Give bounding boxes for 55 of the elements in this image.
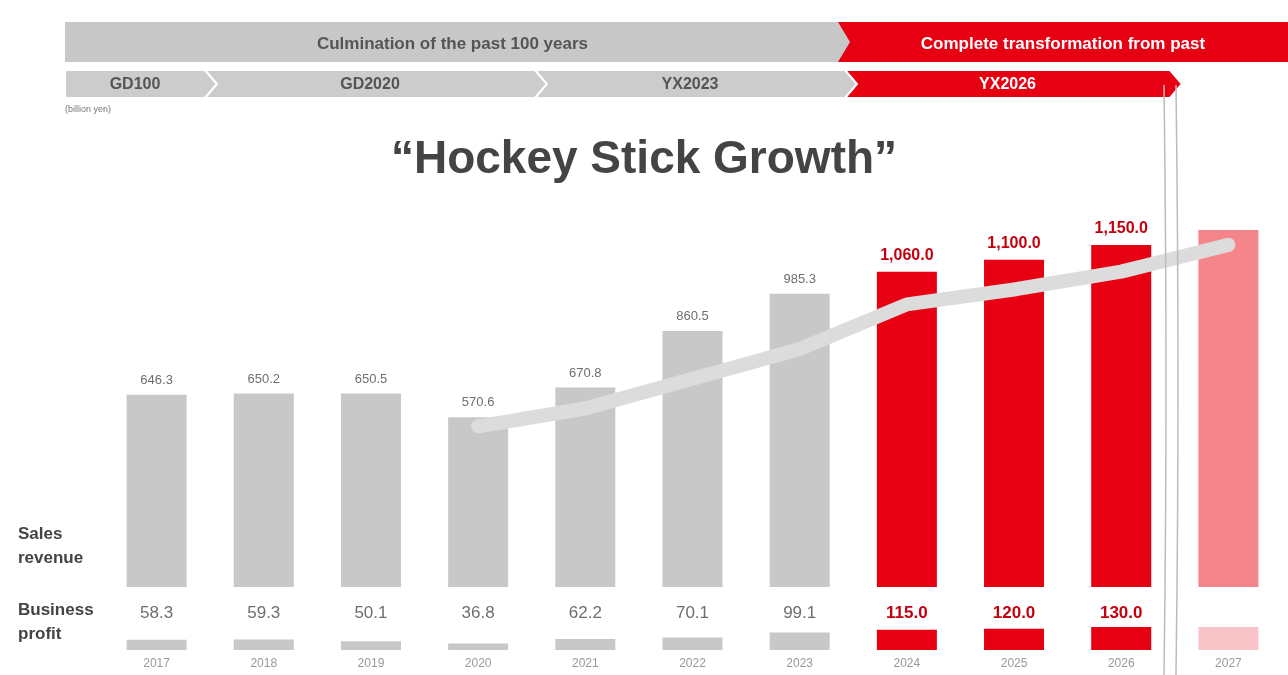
x-tick-label: 2023 — [786, 655, 814, 670]
data-label: 650.2 — [247, 370, 281, 386]
bar — [126, 394, 187, 587]
data-label: 860.5 — [676, 308, 709, 324]
bar — [340, 393, 401, 587]
data-label: 130.0 — [1099, 603, 1143, 623]
data-label: 570.6 — [461, 394, 495, 410]
x-tick-label: 2019 — [357, 655, 385, 670]
bar — [340, 641, 401, 650]
bar — [662, 637, 723, 650]
bar — [1091, 627, 1152, 650]
data-label: 59.3 — [247, 603, 281, 623]
x-tick-label: 2020 — [464, 655, 492, 670]
text: (billion yen) — [65, 104, 112, 114]
data-label: 1,060.0 — [880, 246, 934, 264]
bar — [662, 331, 723, 587]
x-tick-label: 2018 — [250, 655, 278, 670]
y-axis-title: Sales revenue — [18, 523, 85, 569]
bar — [984, 259, 1045, 587]
data-label: 646.3 — [140, 371, 173, 387]
x-tick-label: 2024 — [893, 655, 921, 670]
chart-title: “Hockey Stick Growth” — [389, 130, 899, 184]
bar — [984, 628, 1045, 650]
data-label: 650.5 — [354, 370, 388, 386]
x-tick-label: 2017 — [143, 655, 171, 670]
data-label: 58.3 — [140, 603, 174, 623]
bar — [876, 271, 937, 587]
data-label: 670.8 — [569, 364, 602, 380]
bar — [448, 417, 509, 587]
x-tick-label: 2025 — [1000, 655, 1028, 670]
data-label: 985.3 — [783, 270, 816, 286]
bar — [448, 643, 509, 650]
bar — [555, 639, 616, 650]
bar — [1091, 244, 1152, 587]
bar — [233, 393, 294, 587]
data-label: 115.0 — [886, 603, 928, 623]
data-label: 62.2 — [568, 603, 602, 623]
x-tick-label: 2022 — [679, 655, 707, 670]
bar — [876, 629, 937, 650]
bar — [769, 632, 830, 650]
bar — [769, 293, 830, 587]
bar — [233, 639, 294, 650]
data-label: 99.1 — [783, 603, 817, 623]
bar — [555, 387, 616, 587]
bar — [126, 639, 187, 650]
data-label: 70.1 — [675, 603, 710, 623]
data-label: 120.0 — [992, 603, 1036, 623]
data-label: 36.8 — [461, 603, 495, 623]
y-axis-title: Business profit — [18, 599, 95, 645]
x-tick-label: 2021 — [571, 655, 599, 670]
x-tick-label: 2026 — [1107, 655, 1135, 670]
data-label: 50.1 — [354, 603, 388, 623]
data-label: 1,150.0 — [1094, 219, 1149, 237]
x-tick-label: 2027 — [1215, 655, 1243, 670]
data-label: 1,100.0 — [987, 234, 1041, 252]
